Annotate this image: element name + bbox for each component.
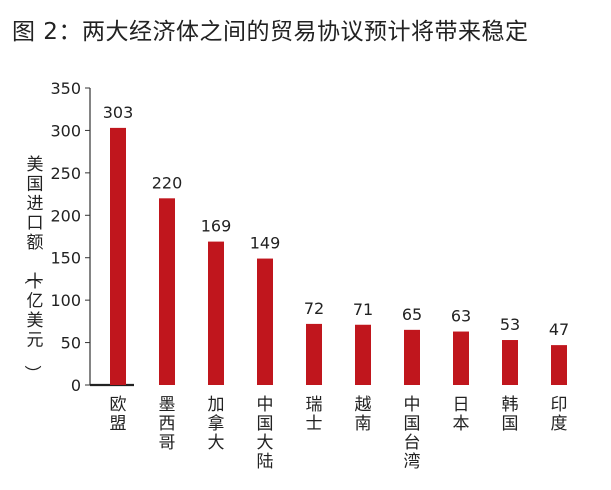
data-label: 53	[500, 315, 520, 334]
bar	[159, 198, 175, 385]
data-label: 47	[549, 320, 569, 339]
bar	[257, 258, 273, 385]
axes: 0 50 100 150 200 250 300 350	[50, 79, 134, 395]
bar	[355, 324, 371, 385]
bars: 303 欧盟 220 墨西哥 169 加拿大 149 中国大陆 72 瑞士 71 越南 65 中国台湾 63…	[103, 103, 569, 472]
y-tick-label: 150	[50, 249, 81, 268]
y-tick-label: 50	[61, 334, 81, 353]
x-tick-label: 欧盟	[110, 395, 127, 434]
bar	[110, 127, 126, 385]
x-tick-label: 日本	[453, 395, 470, 434]
data-label: 71	[353, 300, 373, 319]
bar	[208, 241, 224, 385]
data-label: 220	[152, 173, 183, 192]
y-tick-label: 0	[71, 376, 81, 395]
x-tick-label: 加拿大	[208, 395, 225, 453]
bar	[453, 331, 469, 385]
bar	[306, 323, 322, 385]
data-label: 72	[304, 299, 324, 318]
x-tick-label: 墨西哥	[159, 395, 176, 453]
data-label: 63	[451, 307, 471, 326]
data-label: 169	[201, 217, 232, 236]
x-tick-label: 韩国	[502, 395, 519, 434]
bar	[502, 340, 518, 385]
x-tick-label: 中国大陆	[257, 395, 274, 472]
bar	[551, 345, 567, 385]
x-tick-label: 印度	[551, 395, 568, 434]
y-tick-label: 250	[50, 164, 81, 183]
y-tick-label: 100	[50, 291, 81, 310]
figure-title: 图 2：两大经济体之间的贸易协议预计将带来稳定	[12, 19, 529, 45]
x-tick-label: 越南	[355, 395, 372, 434]
y-axis-title: 美国进口额（十亿美元）	[22, 155, 44, 382]
y-tick-label: 300	[50, 121, 81, 140]
bar	[404, 329, 420, 385]
y-tick-label: 350	[50, 79, 81, 98]
data-label: 65	[402, 305, 422, 324]
x-tick-label: 中国台湾	[404, 395, 421, 472]
data-label: 303	[103, 103, 134, 122]
y-tick-label: 200	[50, 206, 81, 225]
y-axis-label: 美国进口额（十亿美元）	[22, 155, 44, 382]
data-label: 149	[250, 234, 281, 253]
x-tick-label: 瑞士	[306, 395, 323, 434]
